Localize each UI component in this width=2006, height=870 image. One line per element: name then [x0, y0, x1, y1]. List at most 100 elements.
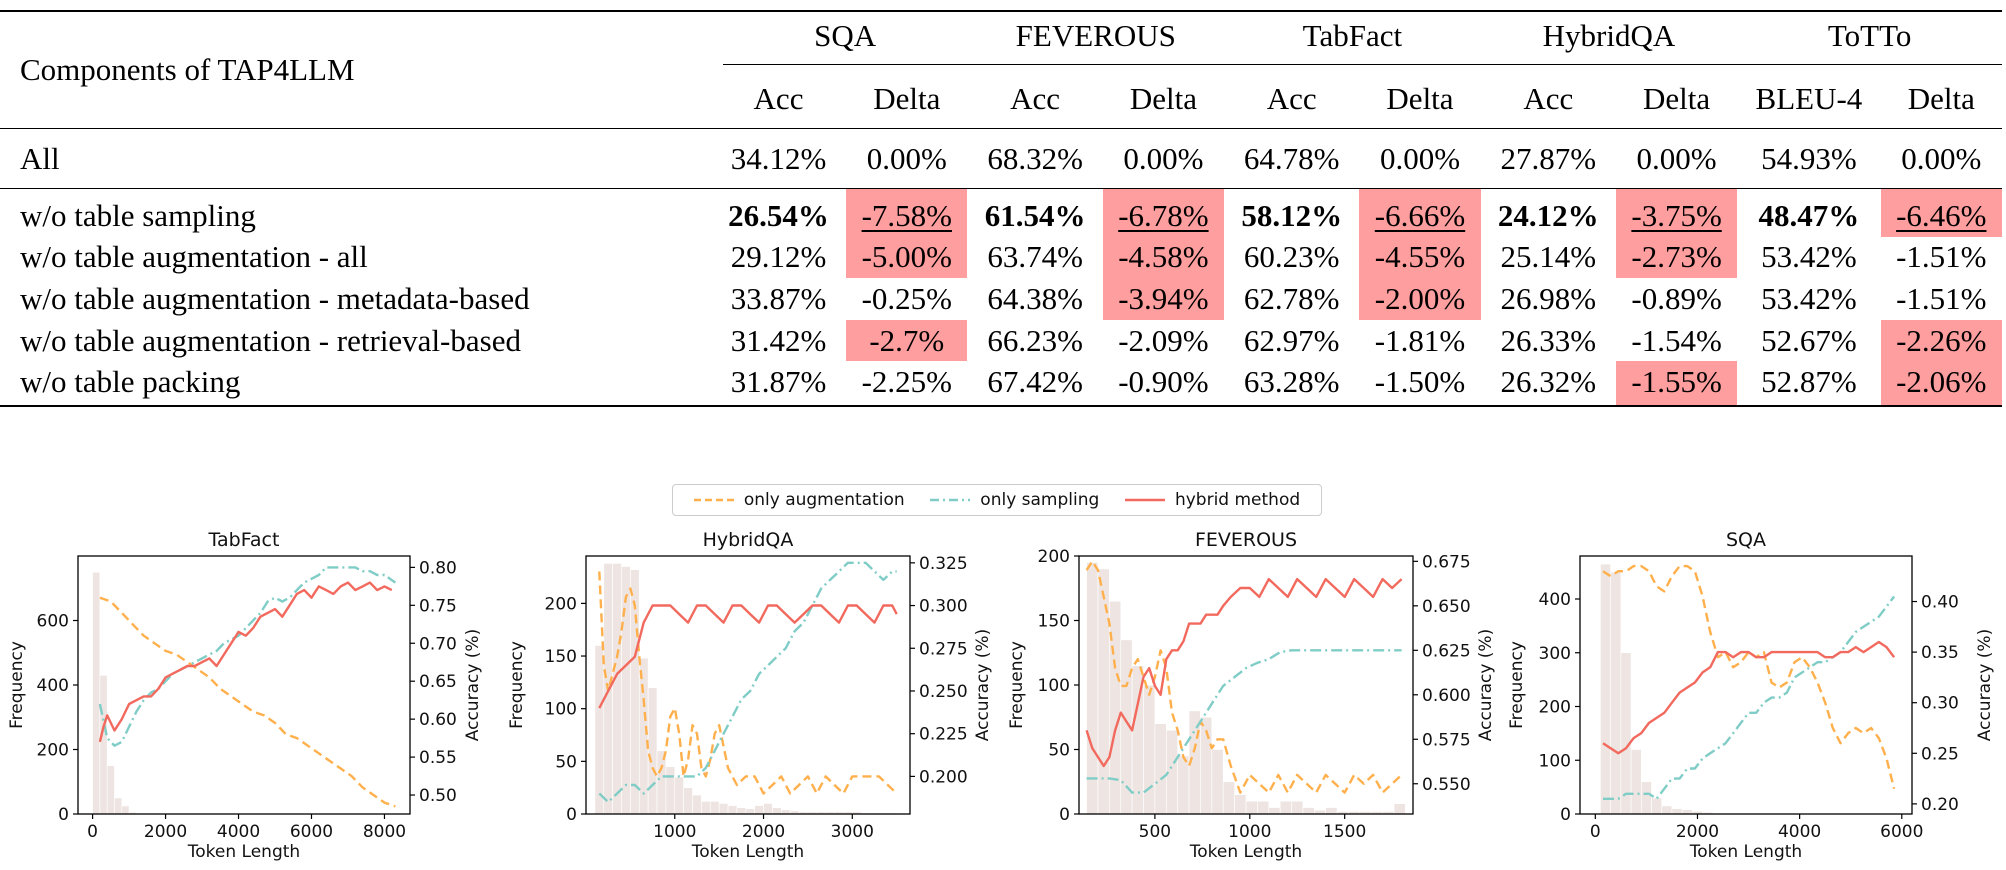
y2-tick-label: 0.550 — [1422, 775, 1471, 795]
highlighted-cell: -2.06% — [1880, 361, 2002, 407]
cell-value: 26.33% — [1500, 322, 1597, 358]
y-tick-label: 200 — [545, 594, 577, 614]
y2-tick-label: 0.35 — [1921, 643, 1959, 663]
cell-value: -2.73% — [1631, 239, 1722, 275]
cell-value: 52.67% — [1761, 322, 1857, 358]
table-cell: -0.90% — [1102, 361, 1225, 407]
cell-value: -1.55% — [1631, 364, 1722, 400]
chart-title: HybridQA — [703, 529, 794, 551]
cell-value: -0.25% — [861, 280, 952, 316]
highlighted-cell: -3.94% — [1102, 278, 1225, 320]
table-cell: -1.51% — [1881, 237, 2002, 279]
cell-value: -2.00% — [1374, 280, 1466, 316]
histogram-bar — [99, 675, 108, 815]
histogram-bar — [709, 801, 720, 815]
y2-tick-label: 0.275 — [919, 639, 968, 659]
y-tick-label: 150 — [1038, 612, 1070, 632]
row-label: w/o table augmentation - metadata-based — [20, 280, 530, 316]
histogram — [594, 563, 897, 815]
table-cell: 58.12% — [1224, 189, 1359, 237]
legend-swatch-hybrid-method — [1124, 498, 1165, 502]
x-axis-label: Token Length — [1689, 842, 1802, 862]
series-line-hybrid-method — [1085, 577, 1403, 768]
metric-header: Acc — [710, 70, 847, 129]
cell-value: 31.42% — [730, 322, 827, 358]
histogram-bar — [114, 797, 123, 815]
y-tick-label: 0 — [58, 805, 69, 825]
y2-tick-label: 0.65 — [419, 672, 457, 692]
histogram-bar — [1600, 563, 1611, 815]
histogram-bar — [1222, 781, 1235, 815]
y2-tick-label: 0.50 — [419, 786, 457, 806]
series-line-only-sampling — [1603, 595, 1896, 800]
histogram-bar — [1177, 755, 1190, 815]
histogram-bar — [612, 563, 622, 815]
series-line-hybrid-method — [98, 581, 393, 743]
table-cell: 25.14% — [1481, 237, 1616, 279]
histogram-bar — [647, 687, 658, 815]
table-cell: 63.28% — [1224, 361, 1360, 407]
cell-value: -2.09% — [1118, 322, 1209, 358]
table-cell: 26.33% — [1481, 320, 1616, 362]
table-row: w/o table augmentation - all 29.12% -5.00%… — [0, 236, 2002, 279]
row-label: w/o table augmentation - retrieval-based — [20, 322, 521, 358]
table-cell: 53.42% — [1737, 237, 1880, 279]
y2-tick-label: 0.575 — [1422, 730, 1471, 750]
chart-legend: only augmentation only sampling hybrid m… — [672, 484, 1322, 516]
legend-label: only sampling — [980, 490, 1100, 510]
dataset-header-sqa: SQA — [722, 18, 968, 65]
cell-value: 24.12% — [1497, 197, 1599, 233]
y-tick-label: 200 — [1038, 547, 1070, 567]
y2-tick-label: 0.225 — [919, 725, 968, 745]
x-tick-label: 3000 — [831, 822, 874, 842]
cell-value: 29.12% — [730, 239, 827, 275]
y2-tick-label: 0.70 — [419, 634, 457, 654]
x-axis-label: Token Length — [1189, 842, 1302, 862]
highlighted-cell: -5.00% — [846, 236, 968, 279]
delta-header: Delta — [846, 70, 968, 129]
table-cell: 52.67% — [1737, 320, 1880, 362]
legend-item-only-augmentation: only augmentation — [693, 490, 905, 510]
cell-value: -3.94% — [1118, 280, 1209, 316]
highlighted-cell: -2.26% — [1880, 319, 2002, 362]
highlighted-cell: -4.58% — [1102, 236, 1225, 279]
x-axis-label: Token Length — [187, 842, 300, 862]
x-tick-label: 4000 — [1778, 822, 1821, 842]
histogram-bar — [1234, 794, 1247, 815]
series-line-only-augmentation — [598, 571, 898, 795]
row-label: w/o table augmentation - all — [20, 239, 368, 275]
histogram-bar — [772, 807, 782, 815]
legend-label: only augmentation — [743, 490, 905, 510]
highlighted-cell: -3.75% — [1615, 188, 1738, 237]
y2-axis-label: Accuracy (%) — [1975, 629, 1995, 741]
histogram-bar — [1143, 684, 1156, 815]
highlighted-cell: -2.7% — [846, 319, 968, 362]
histogram-bar — [1393, 803, 1406, 815]
cell-value: 67.42% — [987, 364, 1083, 400]
cell-value: 52.87% — [1761, 364, 1857, 400]
y-tick-label: 0 — [1059, 805, 1070, 825]
highlighted-cell: -6.78% — [1102, 188, 1225, 237]
cell-value: 63.28% — [1243, 364, 1340, 400]
histogram-bar — [1630, 749, 1642, 815]
highlighted-cell: -2.00% — [1359, 278, 1481, 320]
cell-value: -2.7% — [869, 322, 945, 358]
histogram-bar — [1257, 800, 1270, 815]
cell-value: 66.23% — [987, 322, 1083, 358]
table-cell: -0.89% — [1616, 278, 1737, 320]
histogram-bar — [754, 805, 764, 815]
x-tick-label: 2000 — [1676, 822, 1719, 842]
series-line-hybrid-method — [1602, 640, 1896, 755]
delta-header: Delta — [1615, 70, 1738, 129]
legend-swatch-only-augmentation — [693, 498, 734, 502]
series-line-only-sampling — [598, 561, 897, 804]
y-tick-label: 50 — [1048, 741, 1070, 761]
table-cell: -1.54% — [1616, 320, 1737, 362]
y2-tick-label: 0.250 — [919, 682, 968, 702]
series-line-only-sampling — [98, 566, 397, 747]
cell-value: 61.54% — [984, 197, 1086, 233]
table-cell: 0.00% — [1615, 128, 1738, 189]
table-row: w/o table sampling 26.54% -7.58% 61.54% -6.7… — [0, 188, 2002, 237]
chart-title: FEVEROUS — [1195, 529, 1297, 551]
table-cell: 63.74% — [967, 237, 1102, 279]
